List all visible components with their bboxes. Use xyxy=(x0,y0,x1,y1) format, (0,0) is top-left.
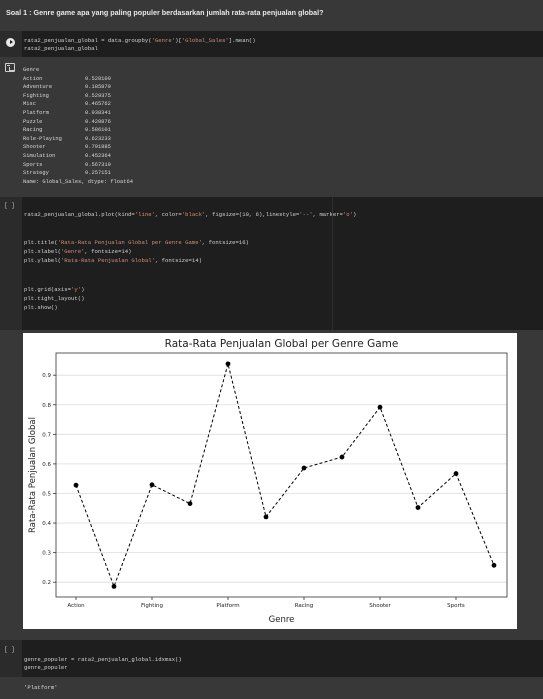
data-point-simulation xyxy=(415,505,421,510)
y-tick-label: 0.5 xyxy=(42,491,51,497)
y-tick-label: 0.8 xyxy=(42,403,51,409)
series-rows: Action 0.528100 Adventure 0.185879 Fighting 0… xyxy=(23,75,133,178)
chart-svg: Rata-Rata Penjualan Global per Genre Gam… xyxy=(28,338,508,625)
series-value: 0.465762 xyxy=(85,101,111,108)
code-line: rata2_penjualan_global = data.groupby('G… xyxy=(24,37,256,44)
series-header: Genre xyxy=(23,67,40,73)
y-tick-label: 0.7 xyxy=(42,432,51,438)
series-genre: Role-Playing xyxy=(23,135,62,142)
series-line xyxy=(75,361,495,588)
code-cell-idxmax[interactable]: [ ] genre_populer = rata2_penjualan_glob… xyxy=(0,640,543,677)
code-line: plt.show() xyxy=(24,304,58,311)
x-tick-label: Sports xyxy=(447,603,465,609)
data-point-fighting xyxy=(149,482,155,488)
run-cell-icon[interactable] xyxy=(6,38,15,47)
x-tick-label: Action xyxy=(67,603,85,609)
y-tick-label: 0.2 xyxy=(42,580,51,586)
series-genre: Adventure xyxy=(23,84,53,91)
series-row: Role-Playing 0.623233 xyxy=(23,135,133,144)
cell-execution-count: [ ] xyxy=(4,202,15,209)
series-genre: Action xyxy=(23,75,43,82)
series-row: Fighting 0.529375 xyxy=(23,92,133,101)
series-genre: Fighting xyxy=(23,92,49,99)
series-value: 0.420876 xyxy=(85,118,111,125)
plot-frame xyxy=(55,352,508,598)
series-value: 0.623233 xyxy=(85,135,111,142)
data-point-strategy xyxy=(491,562,497,568)
editor-divider xyxy=(332,197,333,330)
series-genre: Simulation xyxy=(23,152,56,159)
question-heading: Soal 1 : Genre game apa yang paling popu… xyxy=(6,8,324,17)
x-tick-label: Platform xyxy=(216,603,239,609)
y-axis-label: Rata-Rata Penjualan Global xyxy=(28,417,38,533)
y-tick-label: 0.3 xyxy=(42,551,51,557)
y-tick-label: 0.4 xyxy=(42,521,51,527)
series-row: Platform 0.938341 xyxy=(23,109,133,118)
code-line: plt.grid(axis='y') xyxy=(24,286,85,293)
series-row: Shooter 0.791885 xyxy=(23,143,133,152)
code-line: plt.tight_layout() xyxy=(24,295,85,302)
data-point-action xyxy=(73,482,79,488)
series-row: Puzzle 0.420876 xyxy=(23,118,133,127)
series-row: Sports 0.567319 xyxy=(23,161,133,170)
idxmax-result: 'Platform' xyxy=(24,684,58,691)
code-line: rata2_penjualan_global xyxy=(24,45,98,52)
series-value: 0.452364 xyxy=(85,152,111,159)
output-toggle-icon[interactable] xyxy=(5,63,15,72)
series-value: 0.791885 xyxy=(85,144,111,151)
data-point-platform xyxy=(225,361,231,367)
series-value: 0.528100 xyxy=(85,75,111,82)
x-tick-label: Shooter xyxy=(369,603,391,609)
series-row: Action 0.528100 xyxy=(23,75,133,84)
data-point-adventure xyxy=(111,583,117,589)
data-point-puzzle xyxy=(263,514,269,520)
series-row: Adventure 0.185879 xyxy=(23,83,133,92)
data-point-shooter xyxy=(377,404,383,410)
code-line: plt.ylabel('Rata-Rata Penjualan Global',… xyxy=(24,257,202,264)
code-line: plt.title('Rata-Rata Penjualan Global pe… xyxy=(24,239,249,246)
code-cell-groupby[interactable]: rata2_penjualan_global = data.groupby('G… xyxy=(0,31,543,57)
series-genre: Strategy xyxy=(23,170,49,177)
output-area-series xyxy=(0,59,543,194)
cell-gutter xyxy=(0,640,22,677)
data-point-sports xyxy=(453,471,459,476)
series-row: Misc 0.465762 xyxy=(23,100,133,109)
code-cell-plot[interactable]: [ ] rata2_penjualan_global.plot(kind='li… xyxy=(0,197,543,330)
series-genre: Misc xyxy=(23,101,36,108)
series-row: Strategy 0.257151 xyxy=(23,169,133,178)
series-value: 0.938341 xyxy=(85,109,111,116)
x-tick-label: Racing xyxy=(295,603,314,609)
cell-gutter xyxy=(0,197,22,330)
line-chart: Rata-Rata Penjualan Global per Genre Gam… xyxy=(23,333,517,629)
code-line: rata2_penjualan_global.plot(kind='line',… xyxy=(24,211,357,218)
series-value: 0.257151 xyxy=(85,170,111,177)
series-genre: Shooter xyxy=(23,144,46,151)
series-footer: Name: Global_Sales, dtype: float64 xyxy=(23,178,133,185)
x-axis-label: Genre xyxy=(269,615,295,625)
y-tick-label: 0.6 xyxy=(42,462,51,468)
data-point-misc xyxy=(187,501,193,507)
code-line: plt.xlabel('Genre', fontsize=14) xyxy=(24,248,132,255)
series-genre: Sports xyxy=(23,161,43,168)
series-value: 0.529375 xyxy=(85,92,111,99)
series-row: Simulation 0.452364 xyxy=(23,152,133,161)
series-value: 0.586101 xyxy=(85,127,111,134)
series-value: 0.567319 xyxy=(85,161,111,168)
series-genre: Puzzle xyxy=(23,118,43,125)
y-tick-label: 0.9 xyxy=(42,373,51,379)
data-point-role-playing xyxy=(339,454,345,460)
series-value: 0.185879 xyxy=(85,84,111,91)
code-line: genre_populer xyxy=(24,664,68,671)
x-tick-label: Fighting xyxy=(141,603,163,609)
data-point-racing xyxy=(301,465,307,471)
series-output: Genre Action 0.528100 Adventure 0.185879 Fig… xyxy=(23,66,133,186)
series-genre: Platform xyxy=(23,109,49,116)
code-line: genre_populer = rata2_penjualan_global.i… xyxy=(24,656,182,663)
chart-title: Rata-Rata Penjualan Global per Genre Gam… xyxy=(165,338,399,350)
series-row: Racing 0.586101 xyxy=(23,126,133,135)
series-genre: Racing xyxy=(23,127,43,134)
cell-execution-count: [ ] xyxy=(4,646,15,653)
